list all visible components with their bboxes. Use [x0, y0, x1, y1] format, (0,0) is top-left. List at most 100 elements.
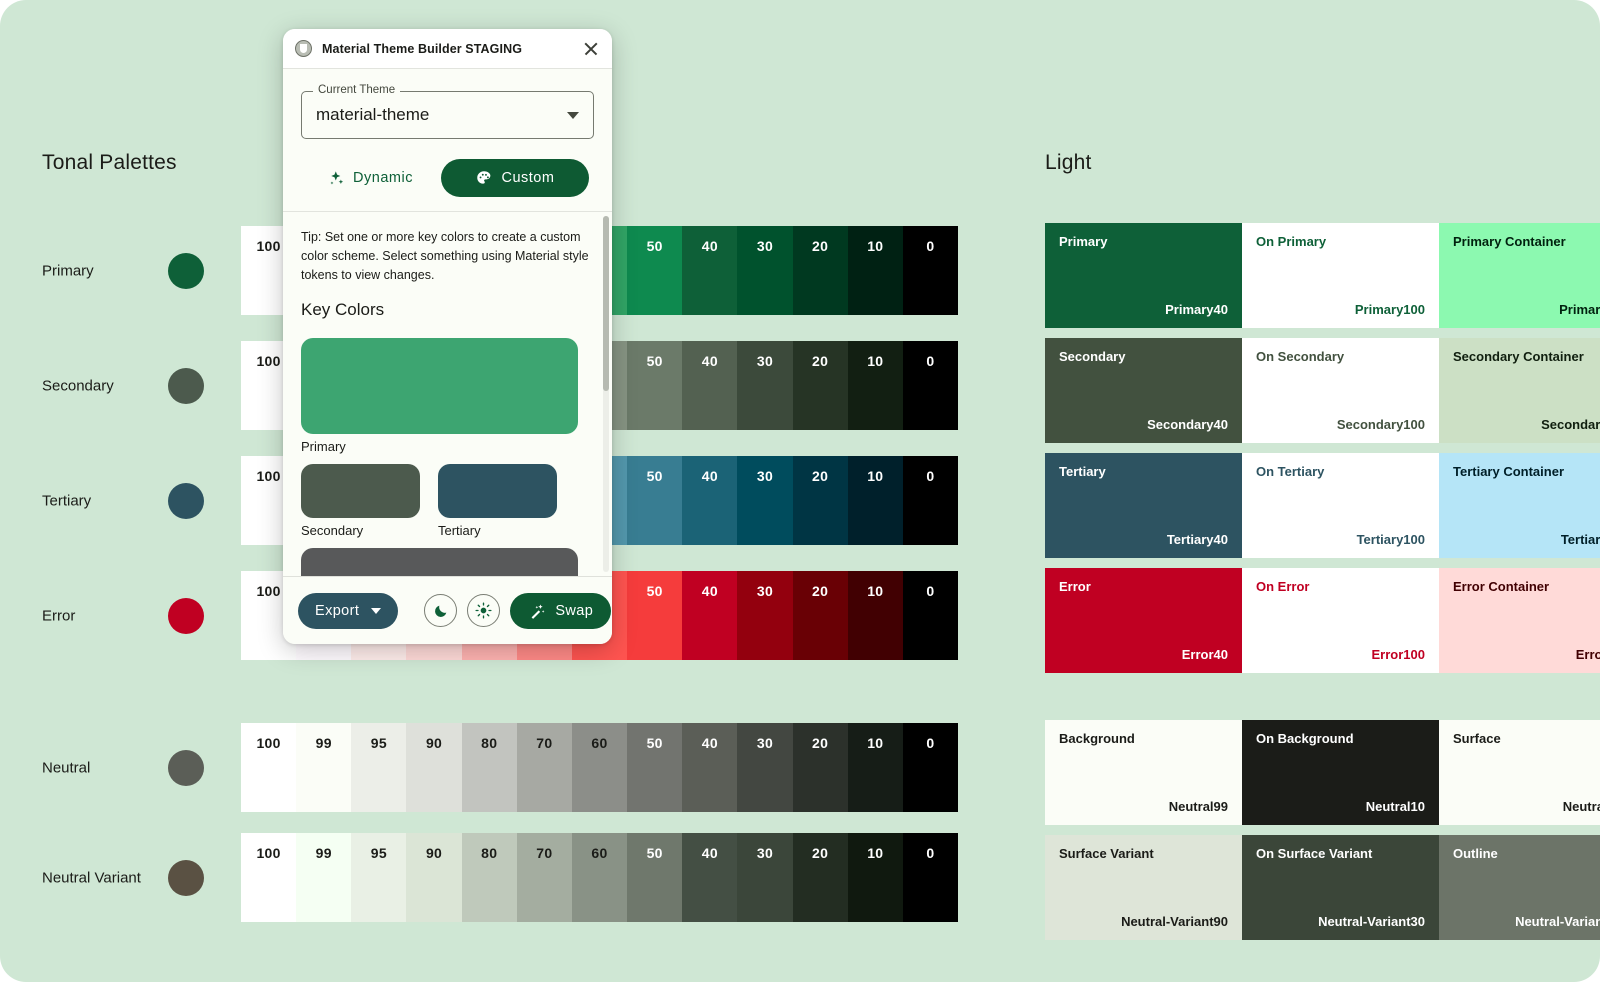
scheme-cell[interactable]: On Tertiary Tertiary100: [1242, 453, 1439, 558]
tonal-palette-key-dot[interactable]: [168, 859, 204, 896]
tonal-swatch[interactable]: 50: [627, 833, 683, 922]
scheme-cell[interactable]: Outline Neutral-Variant50: [1439, 835, 1600, 940]
tip-text: Tip: Set one or more key colors to creat…: [301, 230, 589, 282]
tonal-swatch-tone-label: 10: [867, 238, 884, 254]
scheme-cell[interactable]: Secondary Container Secondary90: [1439, 338, 1600, 443]
scrollbar-track[interactable]: [603, 216, 609, 572]
tonal-swatch[interactable]: 40: [682, 833, 738, 922]
tonal-swatch[interactable]: 0: [902, 723, 959, 812]
tonal-swatch[interactable]: 20: [792, 226, 848, 315]
scheme-cell[interactable]: Surface Neutral99: [1439, 720, 1600, 825]
light-mode-button[interactable]: [467, 594, 501, 627]
tonal-swatch[interactable]: 0: [902, 226, 959, 315]
tonal-swatch[interactable]: 20: [792, 456, 848, 545]
tonal-swatch[interactable]: 10: [847, 341, 903, 430]
tonal-swatch[interactable]: 99: [296, 833, 352, 922]
tonal-swatch[interactable]: 100: [241, 833, 297, 922]
tonal-swatch[interactable]: 40: [682, 723, 738, 812]
export-button[interactable]: Export: [298, 592, 399, 629]
tonal-swatch[interactable]: 90: [406, 833, 462, 922]
tonal-swatch[interactable]: 30: [737, 226, 793, 315]
tonal-swatch[interactable]: 60: [571, 833, 628, 922]
tonal-swatch[interactable]: 70: [516, 723, 572, 812]
dialog-scroll-area[interactable]: Tip: Set one or more key colors to creat…: [283, 211, 612, 576]
scheme-cell-token: Secondary40: [1147, 417, 1228, 432]
tonal-swatch[interactable]: 50: [627, 341, 683, 430]
scheme-cell[interactable]: On Primary Primary100: [1242, 223, 1439, 328]
tonal-swatch[interactable]: 40: [682, 571, 738, 660]
scheme-cell[interactable]: Secondary Secondary40: [1045, 338, 1242, 443]
tonal-swatch[interactable]: 50: [627, 456, 683, 545]
tonal-swatch[interactable]: 90: [406, 723, 462, 812]
tonal-swatch[interactable]: 0: [902, 341, 959, 430]
tonal-swatch[interactable]: 30: [737, 723, 793, 812]
tonal-swatch[interactable]: 100: [241, 723, 297, 812]
tonal-swatch[interactable]: 40: [682, 226, 738, 315]
tonal-swatch[interactable]: 10: [847, 456, 903, 545]
tonal-swatch[interactable]: 40: [682, 456, 738, 545]
tonal-swatch[interactable]: 50: [627, 571, 683, 660]
scheme-cell[interactable]: On Error Error100: [1242, 568, 1439, 673]
tonal-swatch[interactable]: 50: [627, 723, 683, 812]
scheme-cell-role: On Background: [1256, 731, 1354, 746]
tonal-swatch[interactable]: 20: [792, 341, 848, 430]
tonal-swatch[interactable]: 80: [461, 723, 517, 812]
current-theme-value: material-theme: [316, 105, 430, 124]
tonal-swatch[interactable]: 70: [516, 833, 572, 922]
key-color-secondary[interactable]: Secondary: [301, 464, 420, 538]
tonal-swatch[interactable]: 60: [571, 723, 628, 812]
scheme-cell[interactable]: Error Error40: [1045, 568, 1242, 673]
tonal-palette-key-dot[interactable]: [168, 252, 204, 289]
scheme-cell[interactable]: Primary Primary40: [1045, 223, 1242, 328]
scheme-cell[interactable]: Primary Container Primary90: [1439, 223, 1600, 328]
tonal-swatch[interactable]: 50: [627, 226, 683, 315]
tonal-swatch[interactable]: 30: [737, 571, 793, 660]
key-color-primary[interactable]: Primary: [301, 338, 594, 454]
tonal-palette-key-dot[interactable]: [168, 367, 204, 404]
scheme-cell[interactable]: On Secondary Secondary100: [1242, 338, 1439, 443]
tonal-swatch[interactable]: 30: [737, 456, 793, 545]
tonal-swatch[interactable]: 30: [737, 341, 793, 430]
tonal-swatch[interactable]: 30: [737, 833, 793, 922]
key-color-tertiary[interactable]: Tertiary: [438, 464, 557, 538]
tonal-palette-key-dot[interactable]: [168, 482, 204, 519]
scrollbar-thumb[interactable]: [603, 216, 609, 391]
tonal-swatch[interactable]: 40: [682, 341, 738, 430]
close-icon[interactable]: [580, 38, 602, 60]
tonal-swatch[interactable]: 95: [351, 833, 407, 922]
sun-icon: [475, 602, 492, 619]
key-color-primary-swatch[interactable]: [301, 338, 578, 435]
tonal-swatch[interactable]: 10: [847, 226, 903, 315]
tonal-swatch[interactable]: 80: [461, 833, 517, 922]
key-color-tertiary-swatch[interactable]: [438, 464, 557, 519]
scheme-cell[interactable]: On Background Neutral10: [1242, 720, 1439, 825]
custom-mode-button[interactable]: Custom: [440, 159, 589, 197]
current-theme-select[interactable]: Current Theme material-theme: [301, 84, 594, 139]
tonal-swatch[interactable]: 0: [902, 456, 959, 545]
scheme-cell[interactable]: Background Neutral99: [1045, 720, 1242, 825]
tonal-swatch[interactable]: 0: [902, 571, 959, 660]
scheme-cell[interactable]: Tertiary Tertiary40: [1045, 453, 1242, 558]
tonal-swatch[interactable]: 10: [847, 571, 903, 660]
scheme-cell[interactable]: Surface Variant Neutral-Variant90: [1045, 835, 1242, 940]
scheme-cell[interactable]: Tertiary Container Tertiary90: [1439, 453, 1600, 558]
tonal-swatch[interactable]: 99: [296, 723, 352, 812]
scheme-cell[interactable]: Error Container Error90: [1439, 568, 1600, 673]
tonal-palette-key-dot[interactable]: [168, 597, 204, 634]
scheme-cell[interactable]: On Surface Variant Neutral-Variant30: [1242, 835, 1439, 940]
dynamic-mode-button[interactable]: Dynamic: [306, 159, 435, 197]
dark-mode-button[interactable]: [424, 594, 458, 627]
key-color-neutral-swatch[interactable]: [301, 548, 578, 576]
tonal-swatch[interactable]: 0: [902, 833, 959, 922]
tonal-swatch-tone-label: 10: [867, 845, 884, 861]
tonal-swatch[interactable]: 20: [792, 723, 848, 812]
tonal-swatch[interactable]: 10: [847, 833, 903, 922]
tonal-swatch[interactable]: 10: [847, 723, 903, 812]
scheme-cell-role: Surface Variant: [1059, 846, 1154, 861]
tonal-swatch[interactable]: 95: [351, 723, 407, 812]
tonal-palette-key-dot[interactable]: [168, 749, 204, 786]
key-color-secondary-swatch[interactable]: [301, 464, 420, 519]
tonal-swatch[interactable]: 20: [792, 571, 848, 660]
tonal-swatch[interactable]: 20: [792, 833, 848, 922]
swap-button[interactable]: Swap: [510, 592, 612, 629]
